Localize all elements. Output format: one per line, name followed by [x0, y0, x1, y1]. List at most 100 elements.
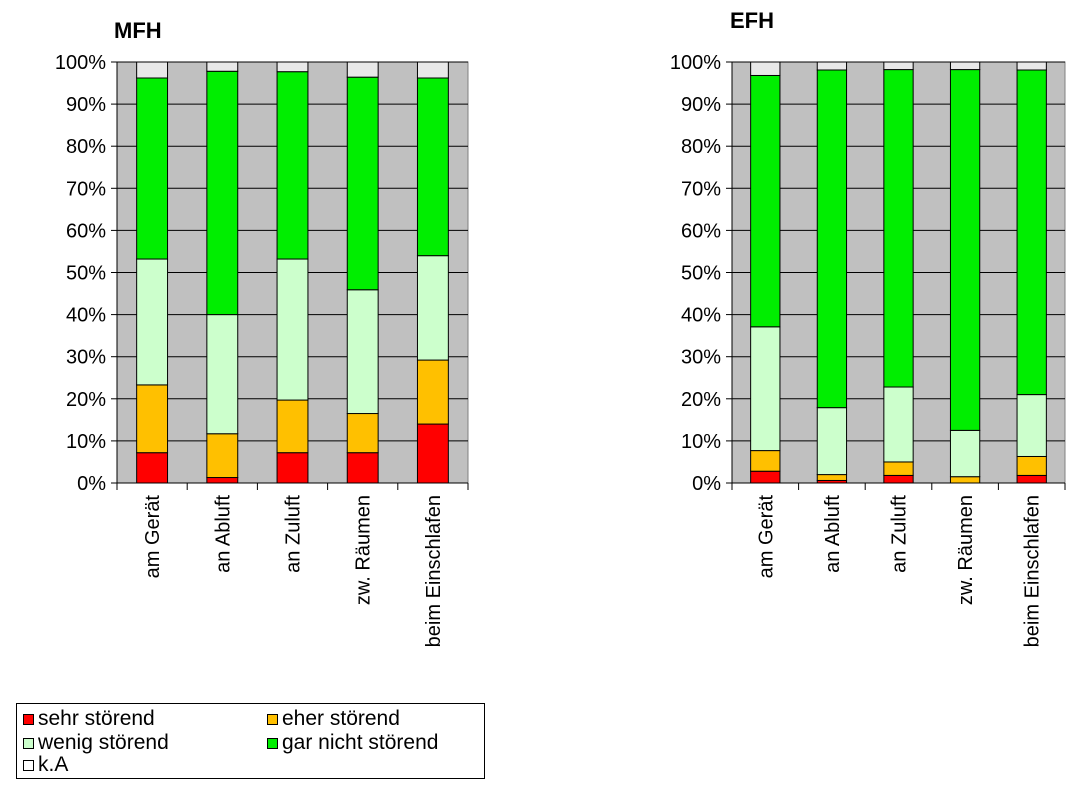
x-tick-label: am Gerät — [142, 495, 164, 579]
bar-segment-gar-nicht-stoerend — [416, 77, 449, 257]
legend-label: sehr störend — [38, 707, 155, 730]
x-tick-label: an Zuluft — [889, 495, 911, 573]
y-tick-label: 30% — [681, 347, 721, 369]
x-tick-label: an Abluft — [822, 495, 844, 573]
bar-segment-gar-nicht-stoerend — [816, 69, 848, 409]
y-tick-label: 70% — [681, 178, 721, 200]
x-tick-label: zw. Räumen — [353, 495, 375, 605]
bar-segment-eher-stoerend — [1016, 455, 1047, 476]
bar-segment-sehr-stoerend — [750, 470, 781, 484]
y-tick-label: 20% — [681, 389, 721, 411]
y-tick-label: 70% — [66, 178, 106, 200]
x-tick-label: beim Einschlafen — [423, 495, 445, 647]
y-tick-label: 10% — [66, 431, 106, 453]
legend: sehr störend eher störend wenig störend … — [16, 703, 485, 779]
chart-title: MFH — [114, 18, 162, 43]
bar-segment-eher-stoerend — [949, 476, 981, 484]
bar-segment-wenig-stoerend — [136, 258, 169, 386]
bar-segment-wenig-stoerend — [816, 407, 848, 476]
chart-mfh: 0% 10% 20% 30% 40% 50% 60% 70% 80% 90% 100% am Gerä… — [55, 18, 469, 647]
bar-segment-k-a — [816, 61, 848, 71]
bar-segment-gar-nicht-stoerend — [276, 71, 309, 260]
chart-title: EFH — [730, 8, 774, 33]
y-tick-label: 90% — [66, 94, 106, 116]
legend-label: gar nicht störend — [282, 731, 439, 754]
bar-segment-sehr-stoerend — [136, 452, 169, 484]
bar-segment-sehr-stoerend — [883, 474, 914, 484]
bar-segment-wenig-stoerend — [1016, 394, 1047, 457]
bar-segment-eher-stoerend — [816, 474, 848, 481]
legend-item-sehr-stoerend: sehr störend — [23, 708, 155, 730]
bar-segment-k-a — [136, 61, 169, 79]
x-tick-label: beim Einschlafen — [1022, 495, 1044, 647]
bar-segment-k-a — [1016, 61, 1047, 71]
bar-segment-sehr-stoerend — [1016, 474, 1047, 484]
bar-segment-k-a — [206, 61, 239, 72]
legend-item-eher-stoerend: eher störend — [267, 708, 400, 730]
legend-label: k.A — [38, 753, 69, 776]
y-tick-label: 80% — [66, 136, 106, 158]
bar-segment-gar-nicht-stoerend — [206, 70, 239, 316]
bar-segment-wenig-stoerend — [346, 289, 379, 415]
bar-segment-eher-stoerend — [416, 359, 449, 425]
bar-segment-k-a — [416, 61, 449, 79]
legend-item-ka: k.A — [23, 754, 68, 776]
y-tick-label: 100% — [670, 52, 721, 74]
bar-segment-wenig-stoerend — [416, 255, 449, 361]
x-tick-label: zw. Räumen — [955, 495, 977, 605]
bar-segment-eher-stoerend — [883, 461, 914, 476]
bar-segment-wenig-stoerend — [883, 386, 914, 463]
legend-swatch-sehr-stoerend — [23, 713, 34, 725]
y-tick-label: 40% — [66, 305, 106, 327]
x-tick-label: am Gerät — [755, 495, 777, 579]
y-tick-label: 0% — [77, 473, 106, 495]
y-tick-label: 90% — [681, 94, 721, 116]
bar-segment-sehr-stoerend — [346, 452, 379, 484]
bar-segment-gar-nicht-stoerend — [883, 69, 914, 388]
y-tick-label: 50% — [66, 263, 106, 285]
bar-segment-gar-nicht-stoerend — [750, 74, 781, 328]
bar-segment-wenig-stoerend — [206, 314, 239, 435]
bar-segment-k-a — [750, 61, 781, 76]
y-tick-label: 20% — [66, 389, 106, 411]
legend-item-gar-nicht-stoerend: gar nicht störend — [267, 732, 438, 754]
y-tick-label: 40% — [681, 305, 721, 327]
x-tick-label: an Zuluft — [283, 495, 305, 573]
bar-segment-eher-stoerend — [276, 399, 309, 454]
bar-segment-gar-nicht-stoerend — [949, 69, 981, 431]
bar-segment-sehr-stoerend — [276, 452, 309, 484]
bar-segment-k-a — [949, 61, 981, 71]
bar-segment-k-a — [346, 61, 379, 78]
chart-efh: 0% 10% 20% 30% 40% 50% 60% 70% 80% 90% 100% am Gerä… — [670, 8, 1066, 647]
bar-segment-k-a — [883, 61, 914, 71]
y-tick-label: 80% — [681, 136, 721, 158]
y-tick-label: 30% — [66, 347, 106, 369]
bar-segment-gar-nicht-stoerend — [136, 77, 169, 260]
bar-segment-gar-nicht-stoerend — [346, 76, 379, 291]
bar-segment-sehr-stoerend — [416, 423, 449, 484]
bar-segment-gar-nicht-stoerend — [1016, 69, 1047, 396]
bar-segment-eher-stoerend — [750, 450, 781, 472]
bar-segment-wenig-stoerend — [949, 429, 981, 478]
bar-segment-eher-stoerend — [206, 433, 239, 479]
y-tick-label: 0% — [692, 473, 721, 495]
legend-swatch-eher-stoerend — [267, 713, 278, 725]
legend-swatch-wenig-stoerend — [23, 737, 34, 749]
y-tick-label: 50% — [681, 263, 721, 285]
legend-label: eher störend — [282, 707, 400, 730]
bar-segment-wenig-stoerend — [750, 326, 781, 452]
y-tick-label: 60% — [66, 220, 106, 242]
x-tick-label: an Abluft — [212, 495, 234, 573]
legend-swatch-gar-nicht-stoerend — [267, 737, 278, 749]
y-tick-label: 100% — [55, 52, 106, 74]
y-tick-label: 60% — [681, 220, 721, 242]
legend-item-wenig-stoerend: wenig störend — [23, 732, 169, 754]
bar-segment-eher-stoerend — [136, 384, 169, 454]
y-tick-label: 10% — [681, 431, 721, 453]
bar-segment-sehr-stoerend — [206, 477, 239, 484]
bar-segment-k-a — [276, 61, 309, 73]
legend-label: wenig störend — [38, 731, 169, 754]
bar-segment-wenig-stoerend — [276, 258, 309, 401]
legend-swatch-ka — [23, 759, 34, 771]
